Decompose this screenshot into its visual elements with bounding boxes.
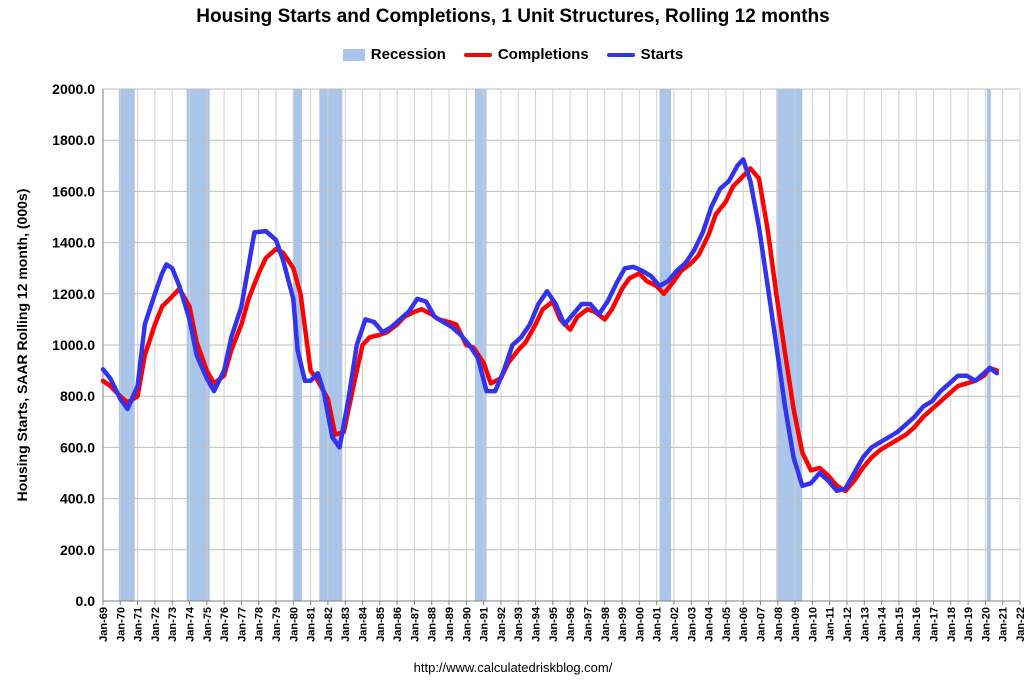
x-tick-label: Jan-72 (150, 607, 162, 642)
x-tick-label: Jan-08 (773, 607, 785, 642)
legend-item-starts: Starts (606, 46, 684, 63)
x-tick-label: Jan-88 (427, 607, 439, 642)
x-tick-label: Jan-04 (704, 606, 716, 642)
x-tick-label: Jan-77 (236, 607, 248, 642)
y-tick-label: 2000.0 (52, 81, 95, 97)
x-tick-label: Jan-17 (928, 607, 940, 642)
x-tick-label: Jan-21 (998, 607, 1010, 642)
x-tick-label: Jan-11 (825, 607, 837, 641)
chart-title: Housing Starts and Completions, 1 Unit S… (196, 6, 830, 27)
x-tick-label: Jan-75 (202, 607, 214, 642)
legend-label-recession: Recession (370, 46, 446, 63)
y-tick-label: 1000.0 (52, 337, 95, 353)
x-tick-label: Jan-98 (600, 607, 612, 642)
y-tick-label: 1200.0 (52, 286, 95, 302)
legend-item-completions: Completions (463, 46, 589, 63)
x-tick-label: Jan-78 (254, 607, 266, 642)
axes (102, 89, 1020, 602)
x-tick-label: Jan-69 (98, 607, 110, 642)
x-tick-label: Jan-14 (877, 606, 889, 642)
series-lines (100, 157, 1000, 494)
x-tick-label: Jan-13 (859, 607, 871, 642)
x-tick-label: Jan-96 (565, 607, 577, 642)
x-tick-label: Jan-03 (686, 607, 698, 642)
legend-swatch-completions (463, 52, 492, 57)
gridlines (102, 88, 1021, 602)
x-tick-label: Jan-18 (946, 607, 958, 642)
legend-swatch-starts (606, 52, 635, 57)
x-tick-label: Jan-90 (461, 607, 473, 642)
chart-legend: Recession Completions Starts (0, 46, 1026, 63)
y-axis-label: Housing Starts, SAAR Rolling 12 month, (… (14, 189, 30, 502)
x-tick-label: Jan-94 (531, 606, 543, 642)
x-tick-label: Jan-05 (721, 607, 733, 642)
y-tick-label: 400.0 (60, 491, 95, 507)
x-tick-label: Jan-01 (652, 607, 664, 642)
x-tick-labels: Jan-69 Jan-70 Jan-71 Jan-72 Jan-73 Jan-74 Jan-… (98, 601, 1026, 642)
x-tick-label: Jan-84 (358, 606, 370, 642)
series-line-completions (100, 166, 1000, 494)
x-tick-label: Jan-74 (185, 606, 197, 642)
y-tick-label: 200.0 (60, 542, 95, 558)
x-tick-label: Jan-71 (133, 607, 145, 642)
x-tick-label: Jan-02 (669, 607, 681, 642)
x-tick-label: Jan-15 (894, 607, 906, 642)
x-tick-label: Jan-20 (980, 607, 992, 642)
x-tick-label: Jan-07 (755, 607, 767, 642)
legend-swatch-recession (342, 48, 365, 61)
legend-label-starts: Starts (640, 46, 684, 63)
x-tick-label: Jan-10 (807, 607, 819, 642)
x-tick-label: Jan-91 (479, 607, 491, 642)
x-tick-label: Jan-79 (271, 607, 283, 642)
y-tick-label: 600.0 (60, 439, 95, 455)
x-tick-label: Jan-22 (1015, 607, 1026, 642)
x-tick-label: Jan-09 (790, 607, 802, 642)
x-tick-label: Jan-80 (288, 607, 300, 642)
x-tick-label: Jan-70 (115, 607, 127, 642)
x-tick-label: Jan-99 (617, 607, 629, 642)
x-tick-label: Jan-83 (340, 607, 352, 642)
x-tick-label: Jan-19 (963, 607, 975, 642)
x-tick-label: Jan-76 (219, 607, 231, 642)
x-tick-label: Jan-93 (513, 607, 525, 642)
y-tick-label: 1800.0 (52, 132, 95, 148)
series-line-starts (100, 157, 1000, 494)
x-tick-label: Jan-89 (444, 607, 456, 642)
source-url: http://www.calculatedriskblog.com/ (413, 660, 613, 675)
x-tick-label: Jan-16 (911, 607, 923, 642)
x-tick-label: Jan-92 (496, 607, 508, 642)
x-tick-label: Jan-97 (582, 607, 594, 642)
x-tick-label: Jan-12 (842, 607, 854, 642)
y-tick-label: 800.0 (60, 388, 95, 404)
x-tick-label: Jan-82 (323, 607, 335, 642)
legend-label-completions: Completions (497, 46, 589, 63)
y-tick-labels: 0.0 200.0 400.0 600.0 800.0 1000.0 1200.0 1400.… (52, 81, 95, 609)
x-tick-label: Jan-86 (392, 607, 404, 642)
x-tick-label: Jan-95 (548, 607, 560, 642)
x-tick-label: Jan-73 (167, 607, 179, 642)
x-tick-label: Jan-06 (738, 607, 750, 642)
y-tick-label: 0.0 (76, 593, 96, 609)
x-tick-label: Jan-87 (409, 607, 421, 642)
x-tick-label: Jan-00 (634, 607, 646, 642)
x-tick-label: Jan-85 (375, 607, 387, 642)
y-tick-label: 1400.0 (52, 235, 95, 251)
x-tick-label: Jan-81 (306, 607, 318, 642)
legend-item-recession: Recession (342, 46, 446, 63)
y-tick-label: 1600.0 (52, 183, 95, 199)
